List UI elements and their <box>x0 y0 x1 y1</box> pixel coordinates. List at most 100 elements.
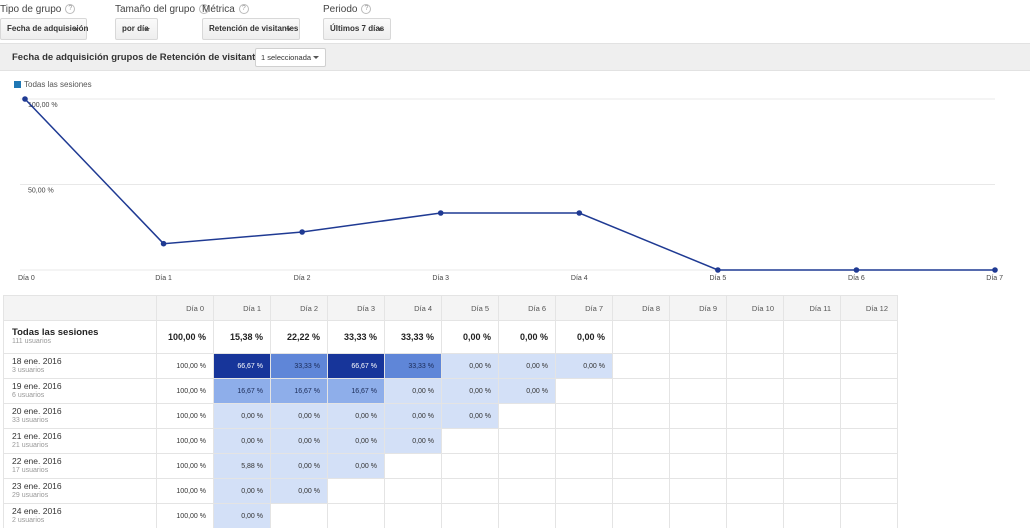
empty-cell <box>441 503 499 528</box>
retention-cell: 0,00 % <box>270 403 328 429</box>
filter-label: Tipo de grupo? <box>0 4 76 16</box>
chevron-down-icon <box>313 56 319 59</box>
table-row: 22 ene. 2016 17 usuarios 100,00 % 5,88 % 0,0… <box>3 453 898 479</box>
retention-cell: 16,67 % <box>270 378 328 404</box>
empty-cell <box>726 378 784 404</box>
empty-cell <box>783 320 841 354</box>
filter-label-text: Métrica <box>202 4 235 15</box>
retention-cell: 0,00 % <box>327 428 385 454</box>
row-header: 24 ene. 2016 2 usuarios <box>3 503 157 528</box>
retention-cell: 0,00 % <box>384 403 442 429</box>
retention-cell: 33,33 % <box>384 353 442 379</box>
table-row-total: Todas las sesiones 111 usuarios 100,00 % 15… <box>3 320 898 354</box>
data-point[interactable] <box>576 210 583 216</box>
retention-cell: 100,00 % <box>156 428 214 454</box>
table-row: 24 ene. 2016 2 usuarios 100,00 % 0,00 % <box>3 503 898 528</box>
filter-dropdown-value: Retención de visitantes <box>209 24 299 33</box>
empty-cell <box>840 478 898 504</box>
empty-cell <box>555 478 613 504</box>
empty-cell <box>612 320 670 354</box>
x-tick-label: Día 0 <box>18 275 35 282</box>
empty-cell <box>783 378 841 404</box>
retention-cell: 0,00 % <box>384 378 442 404</box>
retention-cell: 33,33 % <box>384 320 442 354</box>
retention-cell: 100,00 % <box>156 503 214 528</box>
data-point[interactable] <box>437 210 444 216</box>
retention-cell: 100,00 % <box>156 378 214 404</box>
empty-cell <box>669 353 727 379</box>
retention-cell: 100,00 % <box>156 320 214 354</box>
x-tick-label: Día 6 <box>848 275 865 282</box>
empty-cell <box>555 503 613 528</box>
empty-cell <box>840 378 898 404</box>
empty-cell <box>726 478 784 504</box>
column-header: Día 9 <box>669 295 727 321</box>
x-tick-label: Día 7 <box>986 275 1003 282</box>
retention-cell: 16,67 % <box>213 378 271 404</box>
data-point[interactable] <box>22 96 28 102</box>
help-icon[interactable]: ? <box>361 4 372 14</box>
empty-cell <box>327 503 385 528</box>
empty-cell <box>270 503 328 528</box>
chart-legend[interactable]: Todas las sesiones <box>14 80 92 89</box>
column-header: Día 1 <box>213 295 271 321</box>
help-icon[interactable]: ? <box>65 4 76 14</box>
retention-line-chart: 100,00 % 50,00 % Día 0 Día 1 Día 2 Día 3 Día 4… <box>18 96 1003 282</box>
retention-cell: 22,22 % <box>270 320 328 354</box>
retention-cell: 0,00 % <box>213 428 271 454</box>
chart-panel-header: Fecha de adquisición grupos de Retención… <box>0 43 1030 71</box>
data-point[interactable] <box>715 267 721 273</box>
row-user-count: 21 usuarios <box>12 442 49 449</box>
filter-dropdown-periodo[interactable]: Últimos 7 días <box>323 18 391 40</box>
column-header: Día 10 <box>726 295 784 321</box>
empty-cell <box>669 403 727 429</box>
table-header-row: Día 0 Día 1 Día 2 Día 3 Día 4 Día 5 Día 6 Día 7… <box>3 295 898 321</box>
column-header: Día 8 <box>612 295 670 321</box>
empty-cell <box>498 478 556 504</box>
series-line <box>24 98 995 271</box>
help-icon[interactable]: ? <box>199 4 210 14</box>
filter-metrica: Métrica? Retención de visitantes <box>202 4 300 40</box>
retention-cell: 0,00 % <box>327 403 385 429</box>
row-user-count: 33 usuarios <box>12 417 49 424</box>
retention-cell: 0,00 % <box>327 453 385 479</box>
filter-label-text: Tamaño del grupo <box>115 4 196 15</box>
column-header: Día 12 <box>840 295 898 321</box>
empty-cell <box>783 503 841 528</box>
filter-dropdown-metrica[interactable]: Retención de visitantes <box>202 18 300 40</box>
empty-cell <box>612 403 670 429</box>
retention-cell: 0,00 % <box>441 378 499 404</box>
row-header: 18 ene. 2016 3 usuarios <box>3 353 157 379</box>
empty-cell <box>612 503 670 528</box>
empty-cell <box>840 503 898 528</box>
retention-cell: 0,00 % <box>498 353 556 379</box>
series-selector-dropdown[interactable]: 1 seleccionada <box>255 48 326 67</box>
empty-cell <box>726 453 784 479</box>
empty-cell <box>840 320 898 354</box>
row-label: 21 ene. 2016 <box>12 431 62 441</box>
data-point[interactable] <box>992 267 998 273</box>
empty-cell <box>555 403 613 429</box>
data-point[interactable] <box>160 240 167 247</box>
data-point[interactable] <box>299 229 305 235</box>
row-header: 23 ene. 2016 29 usuarios <box>3 478 157 504</box>
column-header: Día 3 <box>327 295 385 321</box>
retention-cell: 0,00 % <box>270 453 328 479</box>
data-point[interactable] <box>853 267 860 273</box>
retention-cell: 66,67 % <box>327 353 385 379</box>
row-header: 22 ene. 2016 17 usuarios <box>3 453 157 479</box>
help-icon[interactable]: ? <box>238 4 249 14</box>
retention-cell: 0,00 % <box>270 478 328 504</box>
filter-periodo: Periodo? Últimos 7 días <box>323 4 391 40</box>
filter-dropdown-tamano-del-grupo[interactable]: por día <box>115 18 158 40</box>
filter-label: Tamaño del grupo? <box>115 4 210 16</box>
row-label: 18 ene. 2016 <box>12 356 62 366</box>
filter-tipo-de-grupo: Tipo de grupo? Fecha de adquisición <box>0 4 88 40</box>
row-user-count: 3 usuarios <box>12 367 45 374</box>
legend-swatch <box>14 81 21 88</box>
filter-dropdown-tipo-de-grupo[interactable]: Fecha de adquisición <box>0 18 88 40</box>
empty-cell <box>783 353 841 379</box>
filter-dropdown-value: Últimos 7 días <box>330 24 385 33</box>
empty-cell <box>498 503 556 528</box>
column-header: Día 5 <box>441 295 499 321</box>
